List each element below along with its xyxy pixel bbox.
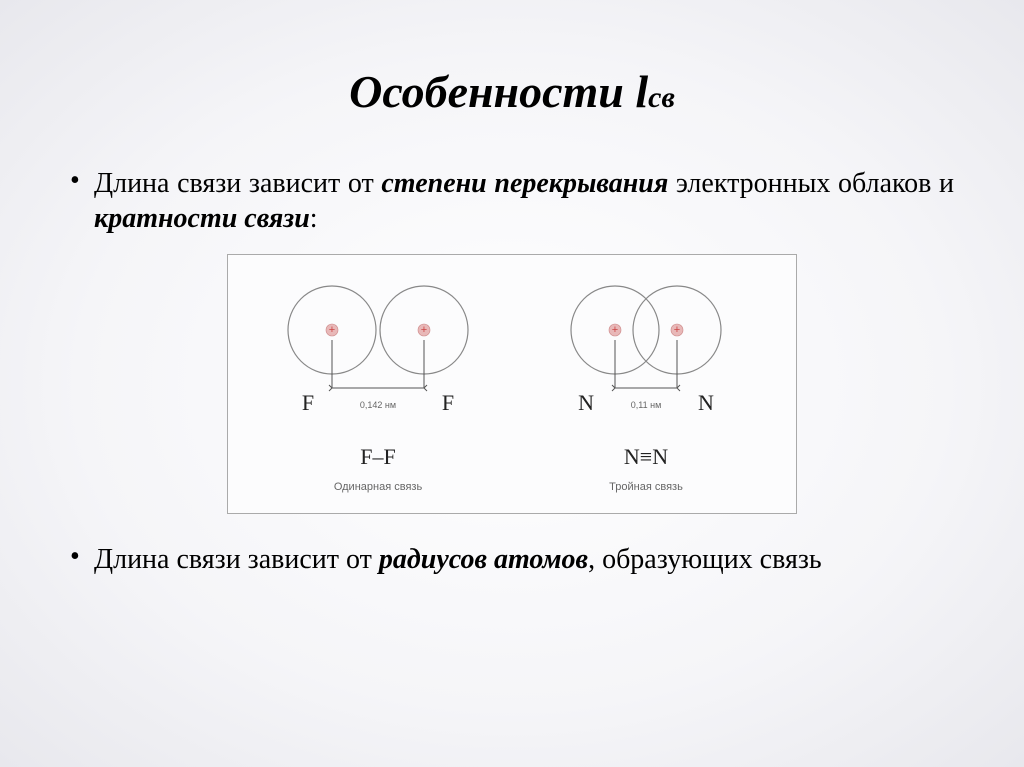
bond-type-right: Тройная связь	[516, 481, 776, 495]
plus-icon: +	[421, 324, 427, 336]
molecule-left-svg: + + F 0,142 нм F	[248, 275, 508, 430]
b1-post: :	[310, 203, 318, 234]
bullet-dot-icon: •	[70, 166, 94, 197]
b1-em2: кратности связи	[94, 203, 310, 234]
page-title: Особенности lсв	[0, 0, 1024, 118]
bullet-dot-icon: •	[70, 542, 94, 573]
content-area: • Длина связи зависит от степени перекры…	[0, 166, 1024, 577]
atom-label-left: N	[578, 390, 594, 415]
b2-mid: , образующих связь	[588, 544, 822, 575]
atom-label-right: N	[698, 390, 714, 415]
bullet-2: • Длина связи зависит от радиусов атомов…	[70, 542, 954, 577]
bond-formula-right: N≡N	[516, 443, 776, 471]
distance-label-right: 0,11 нм	[631, 400, 662, 410]
b1-pre: Длина связи зависит от	[94, 168, 381, 199]
bullet-1: • Длина связи зависит от степени перекры…	[70, 166, 954, 236]
molecule-right-svg: + + N 0,11 нм N	[516, 275, 776, 430]
plus-icon: +	[674, 324, 680, 336]
distance-label-left: 0,142 нм	[360, 400, 396, 410]
b2-em1: радиусов атомов	[379, 544, 588, 575]
plus-icon: +	[612, 324, 618, 336]
b2-pre: Длина связи зависит от	[94, 544, 379, 575]
b1-mid: электронных облаков и	[668, 168, 954, 199]
bullet-2-text: Длина связи зависит от радиусов атомов, …	[94, 542, 954, 577]
molecule-right: + + N 0,11 нм N N≡N Тройная связь	[516, 275, 776, 494]
bullet-1-text: Длина связи зависит от степени перекрыва…	[94, 166, 954, 236]
atom-label-left: F	[302, 390, 314, 415]
diagram-box: + + F 0,142 нм F F–F Одинарная связь	[227, 254, 797, 514]
b1-em1: степени перекрывания	[381, 168, 668, 199]
title-main: Особенности l	[349, 66, 648, 117]
bond-formula-left: F–F	[248, 443, 508, 471]
title-sub: св	[648, 81, 675, 114]
plus-icon: +	[329, 324, 335, 336]
diagram-wrap: + + F 0,142 нм F F–F Одинарная связь	[70, 254, 954, 514]
molecule-left: + + F 0,142 нм F F–F Одинарная связь	[248, 275, 508, 494]
atom-label-right: F	[442, 390, 454, 415]
bond-type-left: Одинарная связь	[248, 481, 508, 495]
